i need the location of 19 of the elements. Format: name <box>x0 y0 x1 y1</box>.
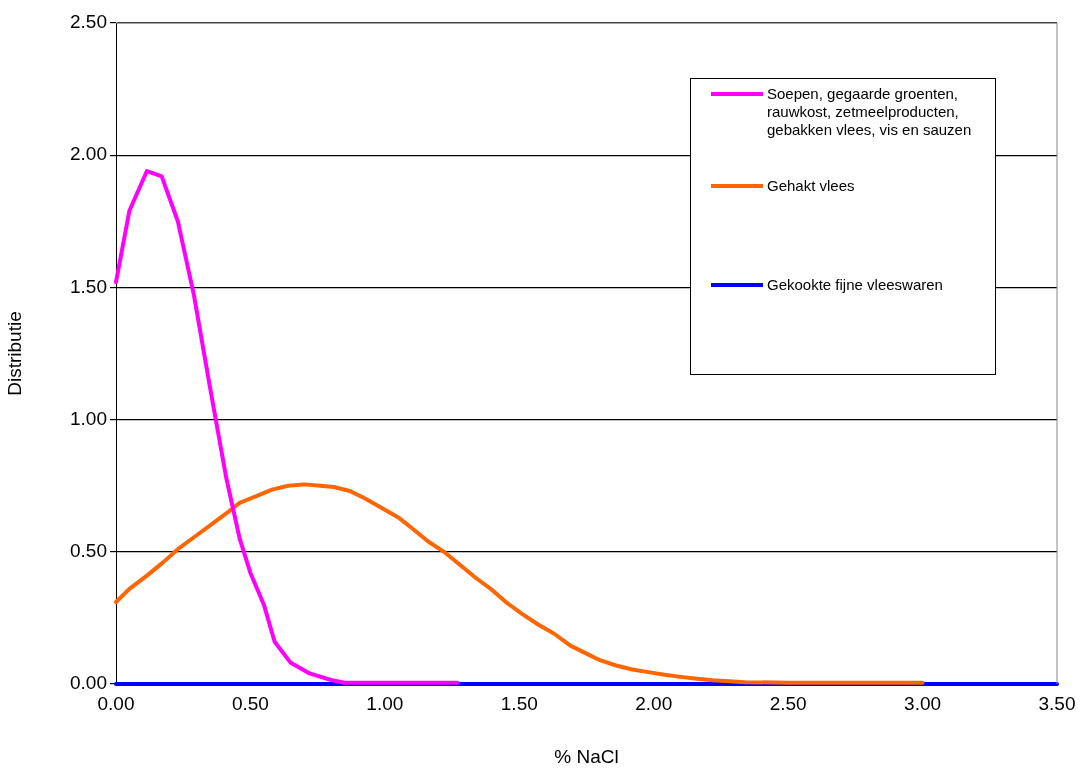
x-tick-label: 2.50 <box>769 692 807 714</box>
y-tick-label: 0.00 <box>70 672 107 694</box>
x-tick-label: 1.00 <box>366 692 404 714</box>
y-tick-label: 0.50 <box>70 540 107 562</box>
x-tick-label: 0.50 <box>231 692 269 714</box>
y-tick-label: 1.00 <box>70 407 107 429</box>
y-tick-label: 2.00 <box>70 143 107 165</box>
x-tick-label: 3.00 <box>904 692 942 714</box>
x-tick-label: 3.50 <box>1038 692 1076 714</box>
legend-label: Soepen, gegaarde groenten, rauwkost, zetmeelproducten, gebakken vlees, vis en sauzen <box>767 85 973 139</box>
x-tick-label: 0.00 <box>97 692 135 714</box>
x-tick-label: 2.00 <box>635 692 673 714</box>
y-tick-label: 1.50 <box>70 275 107 297</box>
y-axis-title: Distributie <box>3 311 25 396</box>
x-axis-title: % NaCl <box>554 745 619 767</box>
legend-label: Gekookte fijne vleeswaren <box>767 276 943 294</box>
legend-label: Gehakt vlees <box>767 177 855 195</box>
y-tick-label: 2.50 <box>70 11 107 33</box>
x-tick-label: 1.50 <box>500 692 538 714</box>
